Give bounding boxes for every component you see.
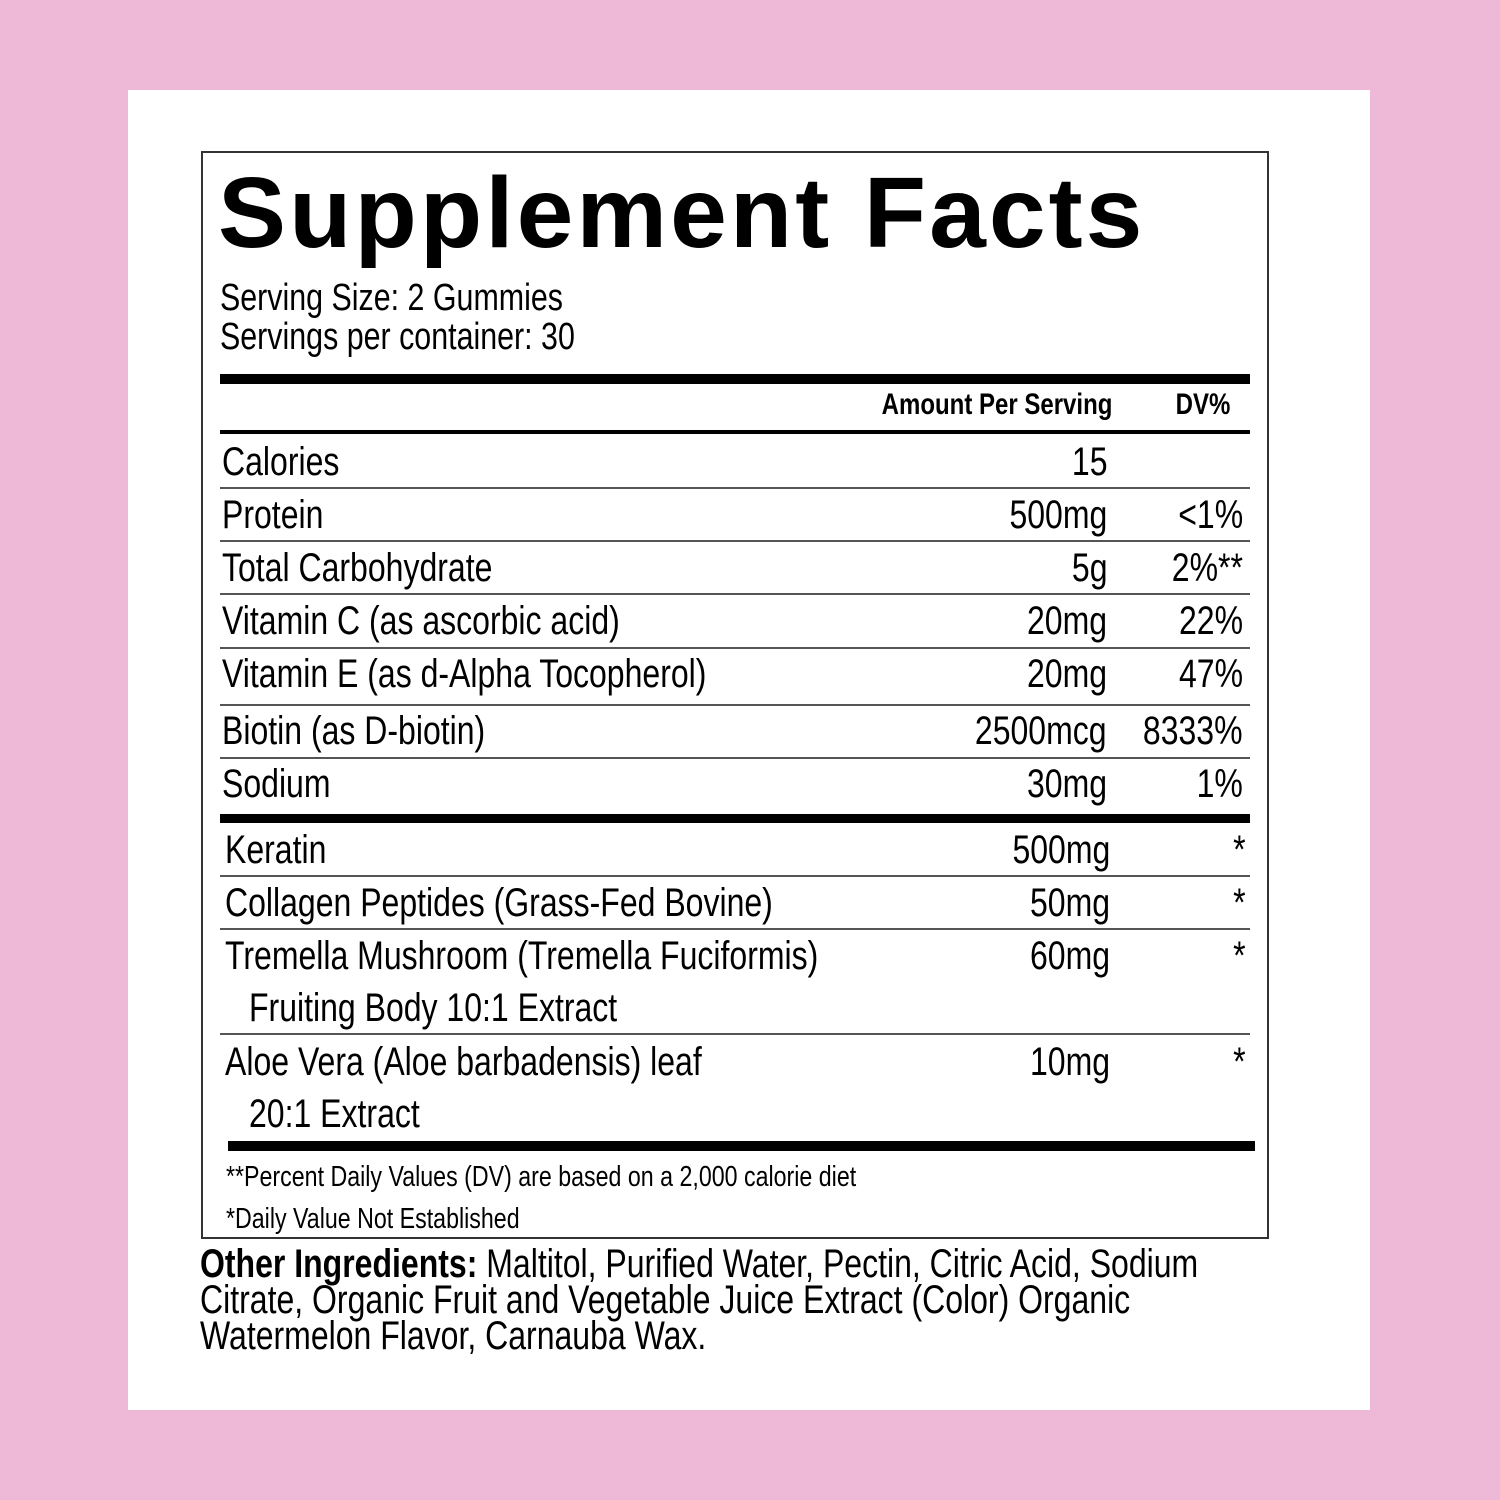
row-divider: [220, 704, 1250, 706]
ingredient-row: Collagen Peptides (Grass-Fed Bovine) 50mg…: [225, 881, 1246, 925]
nutrient-row: Vitamin E (as d-Alpha Tocopherol) 20mg 47%: [222, 652, 1243, 696]
thick-divider: [220, 814, 1250, 823]
ingredient-row: Tremella Mushroom (Tremella Fuciformis) F…: [225, 934, 1246, 1030]
serving-size: Serving Size: 2 Gummies: [220, 277, 563, 319]
header-divider: [220, 430, 1250, 434]
nutrient-row: Vitamin C (as ascorbic acid) 20mg 22%: [222, 599, 1243, 643]
header-dv: DV%: [1175, 388, 1230, 421]
label-panel: [128, 90, 1370, 1410]
footnote-dv: **Percent Daily Values (DV) are based on…: [226, 1161, 857, 1193]
row-divider: [220, 928, 1250, 930]
nutrient-row: Sodium 30mg 1%: [222, 762, 1243, 806]
ingredient-row: Keratin 500mg *: [225, 828, 1246, 872]
nutrient-row: Calories 15: [222, 440, 1107, 484]
row-divider: [220, 593, 1250, 595]
row-divider: [220, 1033, 1250, 1035]
row-divider: [220, 487, 1250, 489]
label-title: Supplement Facts: [218, 157, 1146, 269]
other-ingredients-text: Maltitol, Purified Water, Pectin, Citric…: [200, 1242, 1199, 1358]
servings-per-container: Servings per container: 30: [220, 316, 575, 358]
other-ingredients-label: Other Ingredients:: [200, 1242, 478, 1286]
nutrient-row: Total Carbohydrate 5g 2%**: [222, 546, 1243, 590]
row-divider: [220, 647, 1250, 649]
row-divider: [220, 540, 1250, 542]
ingredient-row: Aloe Vera (Aloe barbadensis) leaf 20:1 Ex…: [225, 1040, 1246, 1136]
supplement-facts-box: [201, 151, 1269, 1239]
row-divider: [220, 875, 1250, 877]
header-amount: Amount Per Serving: [881, 388, 1112, 421]
row-divider: [220, 757, 1250, 759]
footnote-not-established: *Daily Value Not Established: [226, 1203, 520, 1235]
other-ingredients: Other Ingredients: Maltitol, Purified Wa…: [200, 1244, 1300, 1356]
nutrient-row: Biotin (as D-biotin) 2500mcg 8333%: [222, 709, 1243, 753]
thick-divider: [228, 1141, 1255, 1151]
thick-divider: [220, 374, 1250, 384]
nutrient-row: Protein 500mg <1%: [222, 493, 1243, 537]
